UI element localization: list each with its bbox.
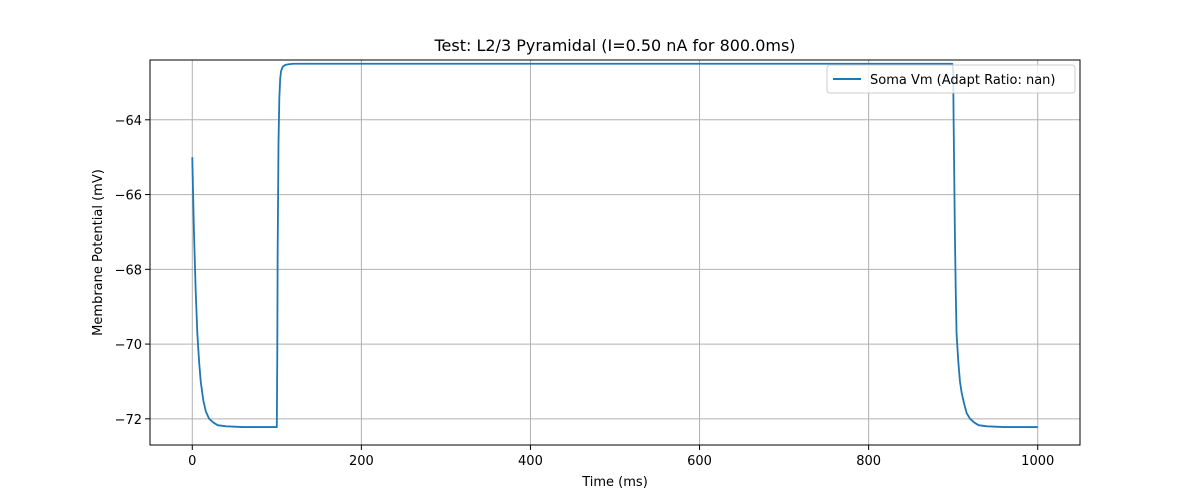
y-tick-label: −66	[115, 189, 142, 204]
x-tick-label: 200	[349, 454, 374, 469]
x-axis-label: Time (ms)	[581, 475, 648, 490]
grid	[150, 60, 1080, 445]
legend-label: Soma Vm (Adapt Ratio: nan)	[870, 73, 1056, 88]
y-tick-label: −72	[115, 413, 142, 428]
axes-frame	[149, 59, 1081, 446]
y-tick-label: −64	[115, 114, 142, 129]
legend-box	[826, 64, 1076, 94]
y-axis-label: Membrane Potential (mV)	[91, 169, 106, 336]
x-tick-label: 400	[518, 454, 543, 469]
x-tick-label: 1000	[1021, 454, 1054, 469]
plot-area	[191, 62, 1038, 428]
chart-title: Test: L2/3 Pyramidal (I=0.50 nA for 800.…	[433, 36, 795, 55]
ticks: 0 200 400 600 800 1000 −72 −70 −68 −66 −64	[115, 114, 1055, 469]
y-tick-label: −70	[115, 338, 142, 353]
y-tick-label: −68	[115, 263, 142, 278]
x-tick-label: 600	[687, 454, 712, 469]
series-line-0	[191, 62, 1038, 428]
x-tick-label: 800	[856, 454, 881, 469]
x-tick-label: 0	[188, 454, 196, 469]
legend: Soma Vm (Adapt Ratio: nan)	[826, 64, 1076, 94]
